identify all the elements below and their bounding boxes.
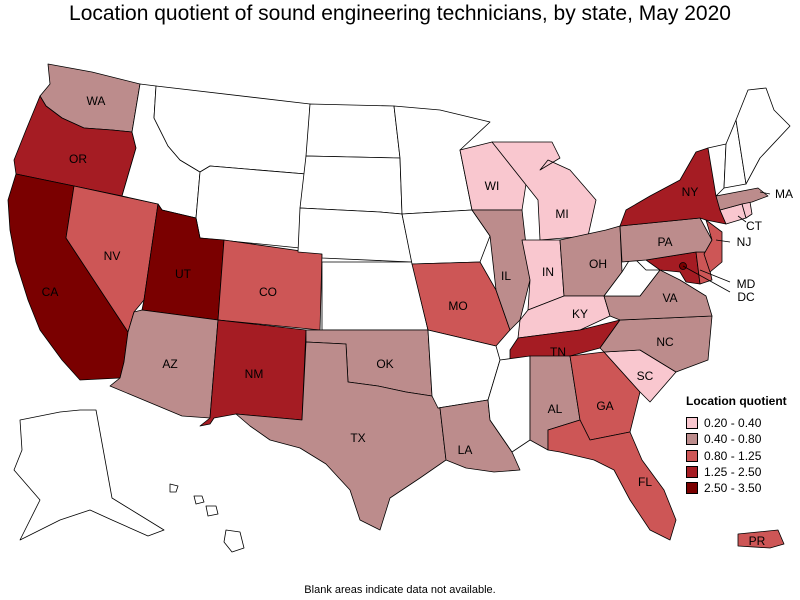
legend-item: 1.25 - 2.50 [686, 464, 787, 480]
state-label-NY: NY [682, 185, 699, 199]
leader-line-NJ [715, 239, 731, 243]
state-label-TX: TX [350, 431, 365, 445]
state-label-AZ: AZ [162, 357, 177, 371]
state-label-DC: DC [737, 290, 755, 304]
legend-item: 2.50 - 3.50 [686, 480, 787, 496]
legend-item-label: 2.50 - 3.50 [704, 481, 762, 496]
state-label-LA: LA [458, 443, 473, 457]
state-label-MO: MO [448, 299, 467, 313]
state-ME[interactable] [735, 87, 791, 185]
legend-swatch [686, 449, 698, 462]
state-label-AL: AL [548, 402, 563, 416]
state-label-IN: IN [542, 265, 554, 279]
legend-item-label: 0.40 - 0.80 [704, 432, 762, 447]
state-NM[interactable] [199, 319, 307, 427]
state-HI-island[interactable] [205, 505, 219, 517]
leader-line-MD [699, 269, 731, 283]
map-title: Location quotient of sound engineering t… [69, 2, 731, 25]
state-WY[interactable] [195, 165, 307, 249]
state-IA[interactable] [401, 209, 491, 265]
state-label-CO: CO [259, 285, 277, 299]
state-label-UT: UT [175, 267, 192, 281]
state-HI[interactable] [223, 529, 245, 553]
state-IL[interactable] [471, 209, 531, 331]
state-label-OR: OR [69, 152, 87, 166]
legend-item: 0.40 - 0.80 [686, 431, 787, 447]
state-AK[interactable] [13, 409, 165, 541]
legend-item-label: 0.20 - 0.40 [704, 416, 762, 431]
state-label-SC: SC [637, 369, 654, 383]
state-label-CA: CA [42, 285, 59, 299]
state-label-GA: GA [596, 399, 613, 413]
state-label-MA: MA [775, 187, 793, 201]
legend-swatch [686, 482, 698, 495]
state-label-OH: OH [589, 257, 607, 271]
leader-line-DC [682, 265, 731, 293]
state-label-NV: NV [104, 249, 121, 263]
state-label-KY: KY [572, 307, 588, 321]
state-label-NJ: NJ [737, 235, 752, 249]
legend-item: 0.80 - 1.25 [686, 448, 787, 464]
state-label-WI: WI [485, 179, 500, 193]
state-MA[interactable] [715, 187, 769, 211]
state-TX[interactable] [235, 341, 447, 531]
state-label-MI: MI [555, 207, 568, 221]
state-label-NM: NM [245, 367, 264, 381]
legend-swatch [686, 433, 698, 446]
state-label-NC: NC [656, 335, 674, 349]
state-label-PR: PR [749, 534, 766, 548]
legend-item-label: 0.80 - 1.25 [704, 448, 762, 463]
state-label-TN: TN [550, 345, 566, 359]
state-SD[interactable] [299, 155, 403, 215]
state-KS[interactable] [321, 261, 429, 331]
legend: Location quotient 0.20 - 0.40 0.40 - 0.8… [686, 394, 787, 496]
state-label-FL: FL [638, 475, 652, 489]
legend-title: Location quotient [686, 394, 787, 408]
legend-swatch [686, 417, 698, 430]
state-label-WA: WA [87, 94, 106, 108]
state-label-OK: OK [376, 357, 393, 371]
state-label-CT: CT [746, 219, 763, 233]
leader-line-CT [737, 215, 747, 223]
leader-line-MA [759, 191, 771, 195]
state-ND[interactable] [305, 103, 401, 159]
state-HI-island[interactable] [169, 483, 179, 493]
state-PR[interactable] [737, 529, 785, 549]
legend-swatch [686, 466, 698, 479]
state-labels: WA OR CA NV UT CO AZ NM TX OK MO IL WI M… [42, 94, 793, 548]
state-PA[interactable] [619, 217, 713, 263]
state-label-VA: VA [662, 291, 677, 305]
state-label-PA: PA [657, 235, 672, 249]
state-HI-island[interactable] [193, 495, 205, 505]
state-label-MD: MD [737, 277, 756, 291]
state-NJ[interactable] [703, 219, 723, 273]
state-label-IL: IL [501, 269, 511, 283]
state-NE[interactable] [297, 207, 413, 263]
footnote: Blank areas indicate data not available. [304, 584, 496, 596]
state-HI-group [169, 483, 245, 553]
state-NC[interactable] [599, 315, 713, 373]
legend-item-label: 1.25 - 2.50 [704, 465, 762, 480]
state-MI[interactable] [491, 141, 597, 241]
state-WV[interactable] [603, 255, 661, 297]
legend-item: 0.20 - 0.40 [686, 415, 787, 431]
state-FL[interactable] [547, 419, 677, 541]
